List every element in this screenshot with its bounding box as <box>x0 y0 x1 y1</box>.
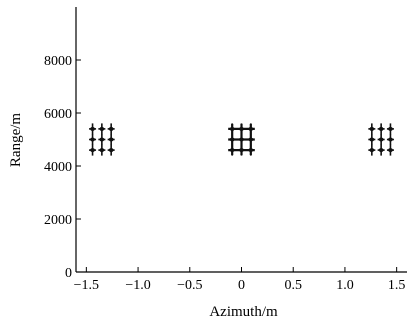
point-marker <box>229 126 235 131</box>
point-marker <box>378 137 384 142</box>
point-marker <box>108 148 114 153</box>
axis-ticks: 0 2000 4000 6000 8000 −1.5 −1.0 −0.5 0 0.5 1.0 1.5 <box>44 54 405 293</box>
data-point <box>107 134 115 145</box>
point-marker <box>388 148 393 153</box>
data-point <box>98 144 106 156</box>
data-point <box>238 123 245 135</box>
y-axis-label: Range/m <box>8 113 24 167</box>
x-tick-label: −0.5 <box>177 278 202 293</box>
data-point <box>98 123 106 135</box>
data-point <box>107 123 115 135</box>
left-target-grid <box>89 123 115 156</box>
data-point <box>238 144 245 156</box>
x-tick-label: −1.5 <box>74 278 99 293</box>
y-tick-label: 4000 <box>44 160 72 175</box>
point-marker <box>99 148 105 153</box>
point-marker <box>239 126 244 131</box>
data-point <box>377 144 385 156</box>
data-point <box>368 134 376 145</box>
data-point <box>89 123 97 135</box>
data-point <box>247 134 255 145</box>
data-point <box>228 134 236 145</box>
point-marker <box>369 126 375 131</box>
data-point <box>247 144 255 156</box>
data-point <box>386 144 394 156</box>
point-marker <box>369 137 375 142</box>
data-point <box>386 123 394 135</box>
point-marker <box>229 148 235 153</box>
point-marker <box>239 137 244 142</box>
point-marker <box>369 148 375 153</box>
y-tick-label: 2000 <box>44 213 72 228</box>
data-point <box>98 134 106 145</box>
data-point <box>107 144 115 156</box>
point-marker <box>378 126 384 131</box>
data-point <box>368 123 376 135</box>
data-point <box>228 123 236 135</box>
point-marker <box>229 137 235 142</box>
x-tick-label: 0.5 <box>284 278 302 293</box>
point-marker <box>108 137 114 142</box>
point-marker <box>248 137 254 142</box>
data-point <box>238 134 245 145</box>
data-point <box>386 134 394 145</box>
y-tick-label: 6000 <box>44 107 72 122</box>
right-target-grid <box>368 123 394 156</box>
point-marker <box>90 126 95 131</box>
x-tick-label: 1.0 <box>336 278 354 293</box>
data-point <box>247 123 255 135</box>
data-point <box>89 134 97 145</box>
point-marker <box>248 126 254 131</box>
x-tick-label: 1.5 <box>388 278 406 293</box>
y-tick-label: 0 <box>65 266 72 281</box>
x-tick-label: −1.0 <box>125 278 150 293</box>
center-target-grid <box>228 123 255 156</box>
data-point <box>368 144 376 156</box>
point-marker <box>388 137 393 142</box>
plot-points <box>89 123 394 156</box>
point-marker <box>239 148 244 153</box>
data-point <box>377 123 385 135</box>
data-point <box>377 134 385 145</box>
x-axis-label: Azimuth/m <box>209 304 278 320</box>
data-point <box>89 144 97 156</box>
point-marker <box>90 148 95 153</box>
x-tick-label: 0 <box>238 278 245 293</box>
point-marker <box>388 126 393 131</box>
point-marker <box>99 126 105 131</box>
y-tick-label: 8000 <box>44 54 72 69</box>
point-marker <box>248 148 254 153</box>
data-point <box>228 144 236 156</box>
point-marker <box>108 126 114 131</box>
point-marker <box>90 137 95 142</box>
point-marker <box>99 137 105 142</box>
point-marker <box>378 148 384 153</box>
